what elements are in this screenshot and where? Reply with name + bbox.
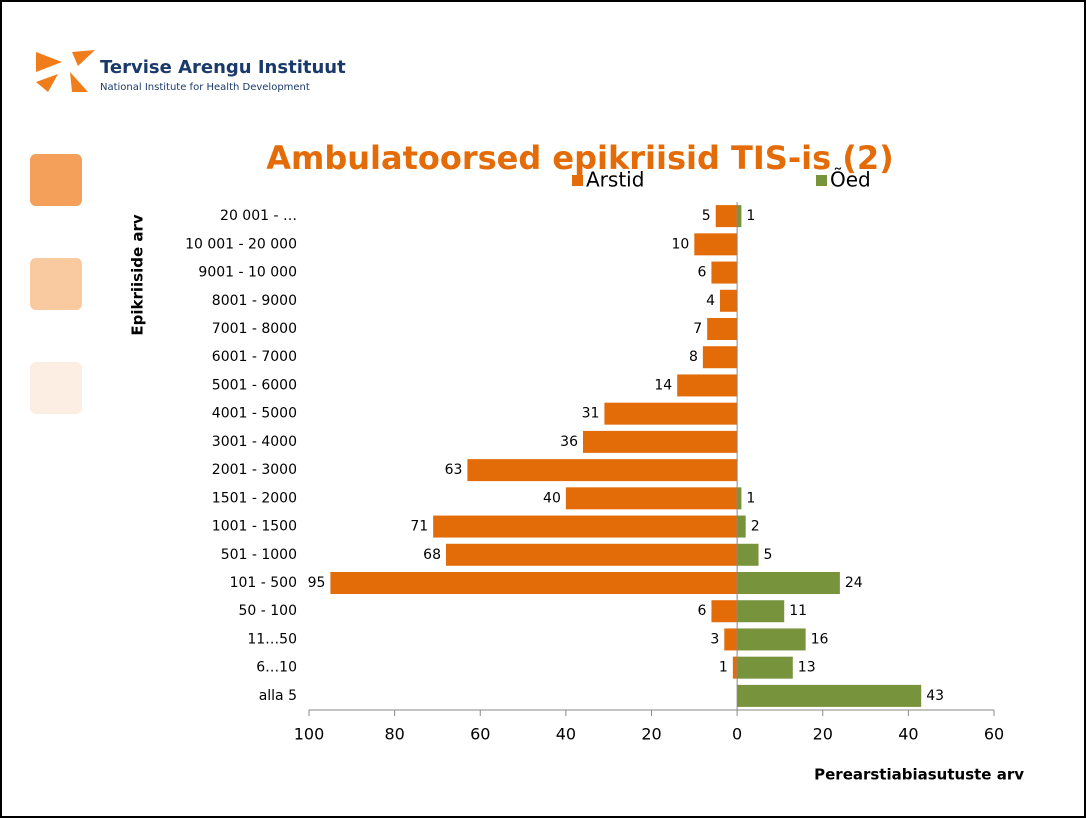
bar <box>711 600 738 623</box>
x-tick-label: 40 <box>556 725 576 744</box>
bar <box>732 656 738 679</box>
value-label: 11 <box>789 603 807 619</box>
deco-square <box>30 258 82 310</box>
x-tick-label: 100 <box>294 725 325 744</box>
y-tick-label: alla 5 <box>259 688 297 704</box>
org-subtitle: National Institute for Health Developmen… <box>100 82 310 93</box>
value-label: 6 <box>698 603 707 619</box>
bar <box>446 543 738 566</box>
bar <box>711 261 738 284</box>
y-tick-label: 20 001 - … <box>220 208 297 224</box>
value-label: 3 <box>710 631 719 647</box>
value-label: 13 <box>798 660 816 676</box>
logo <box>36 50 95 92</box>
bar <box>702 346 738 369</box>
value-label: 10 <box>671 236 689 252</box>
org-name: Tervise Arengu Instituut <box>100 57 346 78</box>
legend-swatch <box>572 175 583 186</box>
x-tick-label: 60 <box>984 725 1004 744</box>
value-label: 43 <box>926 688 944 704</box>
y-tick-label: 10 001 - 20 000 <box>185 236 297 252</box>
bar <box>737 543 759 566</box>
bar <box>737 628 806 651</box>
value-label: 1 <box>719 660 728 676</box>
legend-label: Õed <box>830 168 871 192</box>
bar <box>565 487 738 510</box>
y-tick-label: 11…50 <box>247 631 297 647</box>
value-label: 16 <box>811 631 829 647</box>
bar <box>737 656 793 679</box>
y-tick-label: 1501 - 2000 <box>212 490 297 506</box>
x-tick-label: 20 <box>813 725 833 744</box>
value-label: 7 <box>693 321 702 337</box>
bar <box>677 374 738 397</box>
bar <box>604 402 738 425</box>
value-label: 8 <box>689 349 698 365</box>
bar <box>737 205 742 228</box>
bar <box>715 205 738 228</box>
y-tick-label: 3001 - 4000 <box>212 434 297 450</box>
value-label: 40 <box>543 490 561 506</box>
value-label: 1 <box>746 208 755 224</box>
bar <box>737 684 922 707</box>
value-label: 1 <box>746 490 755 506</box>
value-label: 71 <box>410 519 428 535</box>
y-tick-label: 8001 - 9000 <box>212 293 297 309</box>
bar <box>737 515 746 538</box>
x-tick-label: 20 <box>641 725 661 744</box>
value-label: 4 <box>706 293 715 309</box>
value-label: 68 <box>423 547 441 563</box>
y-axis-label: Epikriiside arv <box>129 214 147 336</box>
value-label: 5 <box>764 547 773 563</box>
y-tick-label: 7001 - 8000 <box>212 321 297 337</box>
bar <box>720 289 738 312</box>
value-label: 2 <box>751 519 760 535</box>
bar <box>737 572 840 594</box>
value-label: 5 <box>702 208 711 224</box>
y-tick-label: 6001 - 7000 <box>212 349 297 365</box>
x-axis-label: Perearstiabiasutuste arv <box>814 766 1024 784</box>
bar <box>467 459 738 482</box>
y-tick-label: 101 - 500 <box>230 575 297 591</box>
value-label: 24 <box>845 575 863 591</box>
value-label: 95 <box>308 575 326 591</box>
bar <box>707 318 738 340</box>
legend-label: Arstid <box>586 168 644 192</box>
bar <box>330 572 738 594</box>
value-label: 14 <box>654 377 672 393</box>
y-tick-label: 501 - 1000 <box>221 547 297 563</box>
y-tick-label: 6…10 <box>256 660 297 676</box>
x-tick-label: 60 <box>470 725 490 744</box>
x-tick-label: 40 <box>898 725 918 744</box>
deco-square <box>30 362 82 414</box>
bar <box>737 487 742 510</box>
chart-title: Ambulatoorsed epikriisid TIS-is (2) <box>266 139 894 177</box>
x-tick-label: 80 <box>384 725 404 744</box>
value-label: 31 <box>582 406 600 422</box>
bar <box>694 233 738 256</box>
bar <box>724 628 738 651</box>
bar <box>583 430 738 453</box>
y-tick-label: 9001 - 10 000 <box>198 265 297 281</box>
y-tick-label: 5001 - 6000 <box>212 377 297 393</box>
x-tick-label: 0 <box>732 725 742 744</box>
bar <box>737 600 785 623</box>
legend-swatch <box>816 175 827 186</box>
y-tick-label: 2001 - 3000 <box>212 462 297 478</box>
value-label: 6 <box>698 265 707 281</box>
y-tick-label: 1001 - 1500 <box>212 519 297 535</box>
bar <box>433 515 738 538</box>
value-label: 36 <box>560 434 578 450</box>
y-tick-label: 4001 - 5000 <box>212 406 297 422</box>
value-label: 63 <box>445 462 463 478</box>
y-tick-label: 50 - 100 <box>239 603 298 619</box>
deco-square <box>30 154 82 206</box>
